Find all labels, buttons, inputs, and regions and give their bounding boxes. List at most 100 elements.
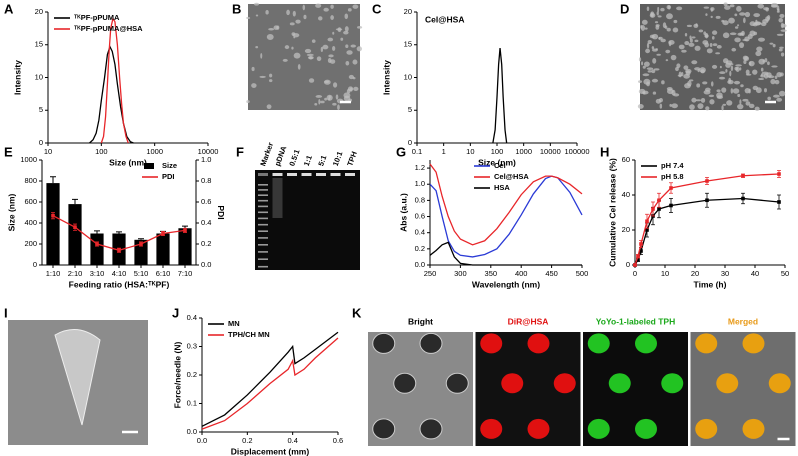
ladder-band: [258, 194, 268, 196]
bar: [156, 233, 170, 265]
ladder-band: [258, 265, 268, 268]
particle: [719, 71, 726, 75]
particle: [666, 13, 673, 20]
particle: [303, 14, 307, 20]
particle: [657, 15, 662, 18]
bar: [134, 239, 148, 265]
y-tick-label: 0.8: [415, 195, 425, 204]
x-tick-label: 0.1: [412, 147, 422, 156]
particle: [660, 38, 666, 43]
y-tick-label: 0: [626, 260, 630, 269]
x-axis-label: Size (nm): [478, 157, 516, 167]
particle: [268, 28, 275, 31]
particle: [745, 69, 750, 75]
particle: [683, 65, 689, 70]
x-tick-label: 1: [442, 147, 446, 156]
particle: [754, 106, 760, 111]
particle: [291, 46, 294, 50]
microneedle: [695, 418, 718, 439]
y-axis-label: Cumulative Cel release (%): [607, 158, 617, 267]
microneedle: [635, 333, 657, 354]
particle: [328, 54, 334, 58]
particle: [765, 16, 770, 22]
y2-tick-label: 0.2: [201, 239, 211, 248]
well-band: [301, 173, 312, 176]
particle: [352, 4, 359, 9]
bar: [90, 233, 104, 265]
x-tick-label: 100: [95, 147, 108, 156]
particle: [640, 24, 646, 31]
particle: [721, 105, 724, 111]
well-band: [258, 173, 268, 176]
y-tick-label: 20: [404, 7, 412, 16]
particle: [641, 19, 648, 25]
channel-label: Merged: [728, 316, 758, 326]
particle: [265, 9, 269, 15]
particle: [646, 6, 650, 11]
particle: [730, 65, 734, 72]
particle: [745, 73, 752, 76]
particle: [684, 83, 691, 89]
microneedle: [695, 333, 718, 354]
particle: [684, 40, 690, 46]
y-tick-label: 0.0: [415, 260, 425, 269]
y-tick-label: 10: [404, 72, 412, 81]
microneedle: [742, 333, 765, 354]
particle: [251, 66, 255, 72]
particle: [642, 90, 649, 95]
particle: [318, 98, 321, 105]
particle: [760, 67, 764, 72]
y-axis-label: Intensity: [381, 60, 391, 95]
microneedle: [445, 372, 469, 394]
particle: [749, 30, 756, 37]
particle: [771, 4, 778, 8]
x-tick-label: 250: [424, 269, 437, 278]
particle: [702, 40, 709, 45]
x-tick-label: 1:10: [46, 269, 61, 278]
particle: [772, 43, 776, 48]
particle: [651, 46, 655, 50]
particle: [740, 84, 744, 88]
particle: [715, 52, 721, 55]
particle: [716, 92, 723, 99]
microneedle: [553, 373, 576, 394]
y-tick-label: 0.1: [187, 398, 197, 407]
y-axis-label: Force/needle (N): [172, 342, 182, 409]
ladder-band: [258, 258, 268, 260]
particle: [269, 73, 273, 78]
x-tick-label: 0.2: [242, 436, 252, 445]
ladder-band: [258, 205, 268, 208]
marker: [95, 242, 99, 246]
particle: [773, 94, 780, 98]
x-tick-label: 450: [545, 269, 558, 278]
well-band: [345, 173, 355, 176]
particle: [343, 92, 351, 99]
x-tick-label: 1000: [146, 147, 163, 156]
particle: [744, 36, 750, 42]
particle: [778, 90, 786, 97]
ladder-band: [258, 244, 268, 246]
marker: [705, 198, 709, 203]
bar: [178, 228, 192, 265]
y-tick-label: 0.2: [187, 370, 197, 379]
microneedle: [661, 373, 684, 394]
particle: [778, 18, 784, 23]
ladder-band: [258, 223, 268, 226]
particle: [719, 65, 722, 69]
x-tick-label: 30: [721, 269, 729, 278]
particle: [760, 73, 763, 77]
particle: [703, 31, 707, 36]
microneedle: [393, 372, 417, 394]
panel-letter: G: [396, 144, 406, 159]
particle: [304, 48, 312, 54]
particle: [655, 48, 658, 51]
particle: [332, 82, 338, 88]
y-tick-label: 0.3: [187, 341, 197, 350]
particle: [731, 47, 737, 52]
particle: [644, 27, 648, 30]
marker: [633, 263, 637, 267]
y-tick-label: 200: [24, 239, 37, 248]
particle: [684, 32, 688, 37]
particle: [703, 6, 710, 9]
marker: [636, 257, 640, 262]
